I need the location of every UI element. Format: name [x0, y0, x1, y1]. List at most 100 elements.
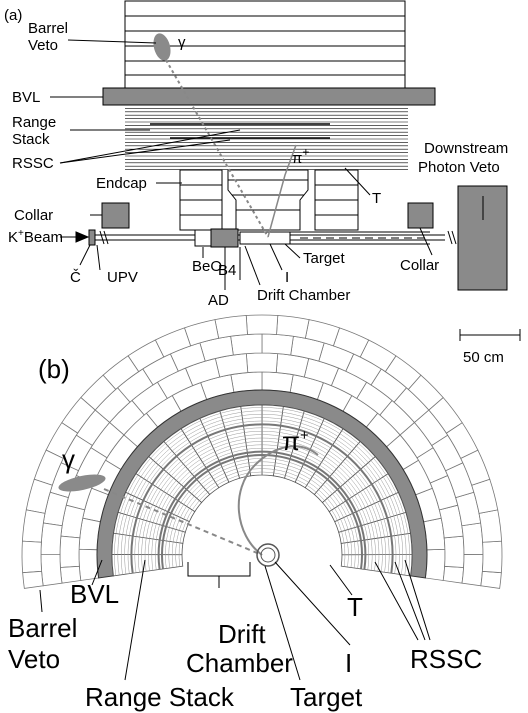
scale-bar [459, 329, 521, 341]
collar-right [407, 202, 434, 229]
leaders-a [50, 39, 484, 290]
pion-track [237, 445, 319, 556]
target-circle [256, 543, 280, 567]
scale-label: 50 cm [463, 349, 504, 366]
label: BVL [12, 89, 40, 106]
label: Veto [28, 37, 58, 54]
barrel-veto-module [481, 540, 503, 574]
leaders-b [39, 559, 431, 681]
gamma-shower [58, 474, 106, 492]
range-stack-layer [134, 427, 390, 573]
label: Stack [12, 131, 50, 148]
barrel-veto-module [245, 352, 279, 373]
label: UPV [107, 269, 138, 286]
label: T [347, 592, 363, 622]
gamma-track [103, 488, 263, 556]
beam-arrow [60, 231, 90, 243]
barrel-veto-layers [125, 15, 405, 76]
range-stack-layer [141, 434, 383, 572]
range-stack-layer [172, 465, 352, 568]
label: I [285, 269, 289, 286]
label: Range Stack [85, 682, 235, 712]
label: T [372, 190, 381, 207]
pion-track [267, 144, 297, 238]
label: Veto [8, 644, 60, 674]
barrel-veto-module [442, 565, 465, 584]
label: Target [303, 250, 346, 267]
panel-b-overlay: (b) π+ γ BVL Barrel Veto Range Stack Dri… [8, 354, 482, 712]
label: Range [12, 114, 56, 131]
range-stack-layer [154, 448, 370, 570]
range-stack-layer [120, 414, 404, 575]
range-stack-layer [151, 444, 373, 571]
range-stack-layer [127, 420, 397, 574]
range-stack-layer [157, 450, 367, 570]
range-stack-layer [178, 471, 346, 567]
label: γ [62, 444, 75, 474]
range-stack-layer [168, 461, 356, 569]
panel-a: (a) Barrel Veto γ BVL Range Stack RSSC π… [4, 0, 521, 366]
barrel-veto-module [230, 333, 263, 356]
barrel-veto-module [261, 371, 294, 393]
label: Collar [14, 207, 53, 224]
barrel-veto-module [424, 548, 446, 581]
endcap-center [227, 169, 309, 231]
panel-b [21, 314, 503, 589]
barrel-veto-module [230, 371, 263, 393]
label: Barrel [28, 20, 68, 37]
range-stack-layer [137, 430, 387, 573]
target-block [239, 231, 291, 245]
label: Endcap [96, 175, 147, 192]
barrel-veto-module [276, 315, 310, 339]
range-stack-layer [117, 410, 407, 576]
label: RSSC [410, 644, 482, 674]
barrel-veto-module [480, 570, 502, 589]
label: π+ [292, 145, 309, 167]
barrel-veto-module [261, 333, 294, 356]
gamma-track [165, 59, 269, 238]
range-stack-layer [144, 437, 380, 572]
range-stack-layer [175, 468, 349, 568]
label: Barrel [8, 613, 77, 643]
barrel-veto-module [461, 522, 484, 555]
range-stack-layer [161, 454, 363, 570]
label: I [345, 648, 352, 678]
label: RSSC [12, 155, 54, 172]
beo-block [194, 229, 212, 247]
panel-label: (a) [4, 7, 22, 24]
ad-block [210, 228, 239, 248]
range-stack-sector [111, 554, 184, 577]
barrel-veto-module [40, 522, 63, 555]
barrel-veto-module [461, 553, 484, 587]
range-stack-layer [124, 417, 400, 575]
collar-left [101, 202, 130, 229]
barrel-veto-module [40, 553, 63, 587]
barrel-veto-module [245, 314, 279, 335]
gamma-shower [153, 33, 171, 61]
label: BeO [192, 258, 222, 275]
range-stack-layers [125, 104, 408, 170]
barrel-veto-module [478, 509, 503, 543]
label: BVL [70, 579, 119, 609]
label: Collar [400, 257, 439, 274]
range-stack-layer [148, 441, 376, 571]
endcap-lines [180, 179, 358, 216]
label: Target [290, 682, 363, 712]
label: Chamber [186, 648, 293, 678]
upv-block [88, 229, 96, 246]
barrel-veto-module [21, 509, 46, 543]
bvl-bar [102, 87, 436, 106]
label: Č [70, 269, 81, 286]
label: K+Beam [8, 228, 63, 246]
label: Drift Chamber [257, 287, 350, 304]
range-stack-layer [114, 407, 410, 576]
barrel-veto-module [214, 315, 248, 339]
label: Drift [218, 619, 266, 649]
barrel-veto-module [21, 540, 43, 574]
range-stack-layer [130, 423, 394, 574]
inner-circle [260, 547, 276, 563]
label: π+ [282, 426, 309, 456]
barrel-veto-module [22, 570, 44, 589]
label: B4 [218, 262, 236, 279]
